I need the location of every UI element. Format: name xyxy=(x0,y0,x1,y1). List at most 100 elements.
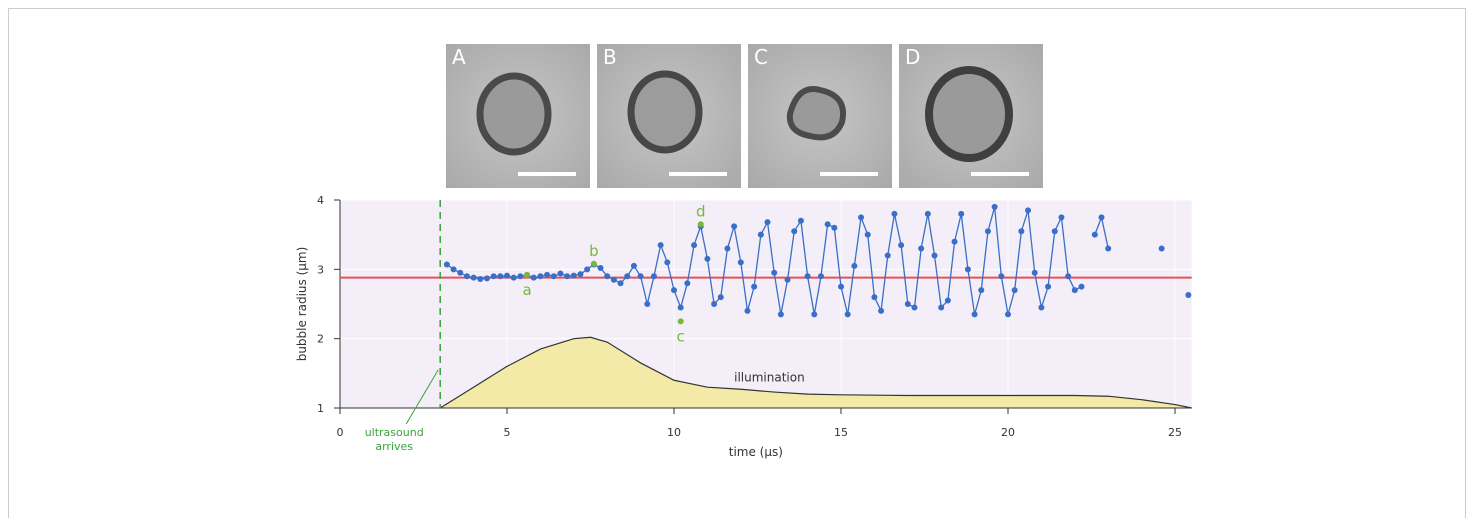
data-point xyxy=(584,266,590,272)
data-point xyxy=(564,273,570,279)
data-point xyxy=(1078,284,1084,290)
annotation-point xyxy=(678,318,684,324)
data-point xyxy=(738,259,744,265)
illumination-label: illumination xyxy=(734,371,805,385)
data-point xyxy=(998,273,1004,279)
data-point xyxy=(791,228,797,234)
annotation-label: d xyxy=(696,202,706,220)
data-point xyxy=(925,211,931,217)
data-point xyxy=(992,204,998,210)
data-point xyxy=(671,287,677,293)
data-point xyxy=(985,228,991,234)
data-point xyxy=(778,311,784,317)
y-tick-label: 2 xyxy=(317,333,324,346)
data-point xyxy=(1012,287,1018,293)
data-point xyxy=(624,273,630,279)
x-tick-label: 15 xyxy=(834,426,848,439)
y-axis-label: bubble radius (µm) xyxy=(295,247,309,362)
data-point xyxy=(911,304,917,310)
data-point xyxy=(851,263,857,269)
data-point xyxy=(952,239,958,245)
data-point xyxy=(724,246,730,252)
data-point xyxy=(825,221,831,227)
y-tick-label: 3 xyxy=(317,263,324,276)
panel-a xyxy=(446,44,590,188)
data-point xyxy=(531,275,537,281)
panel-label: C xyxy=(754,45,768,69)
data-point xyxy=(771,270,777,276)
data-point xyxy=(958,211,964,217)
data-point xyxy=(838,284,844,290)
data-point xyxy=(972,311,978,317)
data-point xyxy=(765,219,771,225)
data-point xyxy=(551,273,557,279)
data-point xyxy=(704,256,710,262)
panel-b xyxy=(597,44,741,188)
data-point xyxy=(1005,311,1011,317)
data-point xyxy=(858,214,864,220)
data-point xyxy=(845,311,851,317)
data-point xyxy=(905,301,911,307)
y-tick-label: 1 xyxy=(317,402,324,415)
panel-images xyxy=(446,44,1043,188)
data-point xyxy=(898,242,904,248)
data-point xyxy=(1038,304,1044,310)
data-point xyxy=(932,252,938,258)
data-point xyxy=(491,273,497,279)
data-point xyxy=(451,266,457,272)
data-point xyxy=(871,294,877,300)
page: ABCD12340510152025illuminationultrasound… xyxy=(0,0,1474,522)
data-point xyxy=(865,232,871,238)
data-point xyxy=(497,273,503,279)
data-point xyxy=(1159,246,1165,252)
data-point xyxy=(1072,287,1078,293)
data-point xyxy=(978,287,984,293)
data-point xyxy=(477,276,483,282)
data-point xyxy=(631,263,637,269)
data-point xyxy=(891,211,897,217)
data-point xyxy=(878,308,884,314)
data-point xyxy=(504,273,510,279)
x-tick-label: 0 xyxy=(337,426,344,439)
data-point xyxy=(484,275,490,281)
data-point xyxy=(464,273,470,279)
data-point xyxy=(658,242,664,248)
data-point xyxy=(751,284,757,290)
y-tick-label: 4 xyxy=(317,194,324,207)
panel-label: B xyxy=(603,45,617,69)
data-point xyxy=(731,223,737,229)
x-tick-label: 10 xyxy=(667,426,681,439)
panel-d xyxy=(899,44,1043,188)
x-tick-label: 25 xyxy=(1168,426,1182,439)
data-point xyxy=(1185,292,1191,298)
data-point xyxy=(1018,228,1024,234)
data-point xyxy=(618,280,624,286)
data-point xyxy=(1045,284,1051,290)
annotation-point xyxy=(524,272,530,278)
data-point xyxy=(544,272,550,278)
data-point xyxy=(444,261,450,267)
data-point xyxy=(744,308,750,314)
annotation-label: c xyxy=(677,327,685,345)
data-point xyxy=(604,273,610,279)
data-point xyxy=(611,277,617,283)
x-tick-label: 5 xyxy=(504,426,511,439)
data-point xyxy=(938,304,944,310)
data-point xyxy=(684,280,690,286)
annotation-point xyxy=(698,221,704,227)
data-point xyxy=(678,304,684,310)
data-point xyxy=(664,259,670,265)
data-point xyxy=(691,242,697,248)
data-point xyxy=(651,273,657,279)
data-point xyxy=(831,225,837,231)
data-point xyxy=(577,271,583,277)
data-point xyxy=(1105,246,1111,252)
data-point xyxy=(517,273,523,279)
data-point xyxy=(557,270,563,276)
annotation-label: b xyxy=(589,242,599,260)
data-point xyxy=(805,273,811,279)
x-axis-label: time (µs) xyxy=(729,445,783,459)
data-point xyxy=(945,298,951,304)
panel-label: A xyxy=(452,45,466,69)
data-point xyxy=(1025,207,1031,213)
